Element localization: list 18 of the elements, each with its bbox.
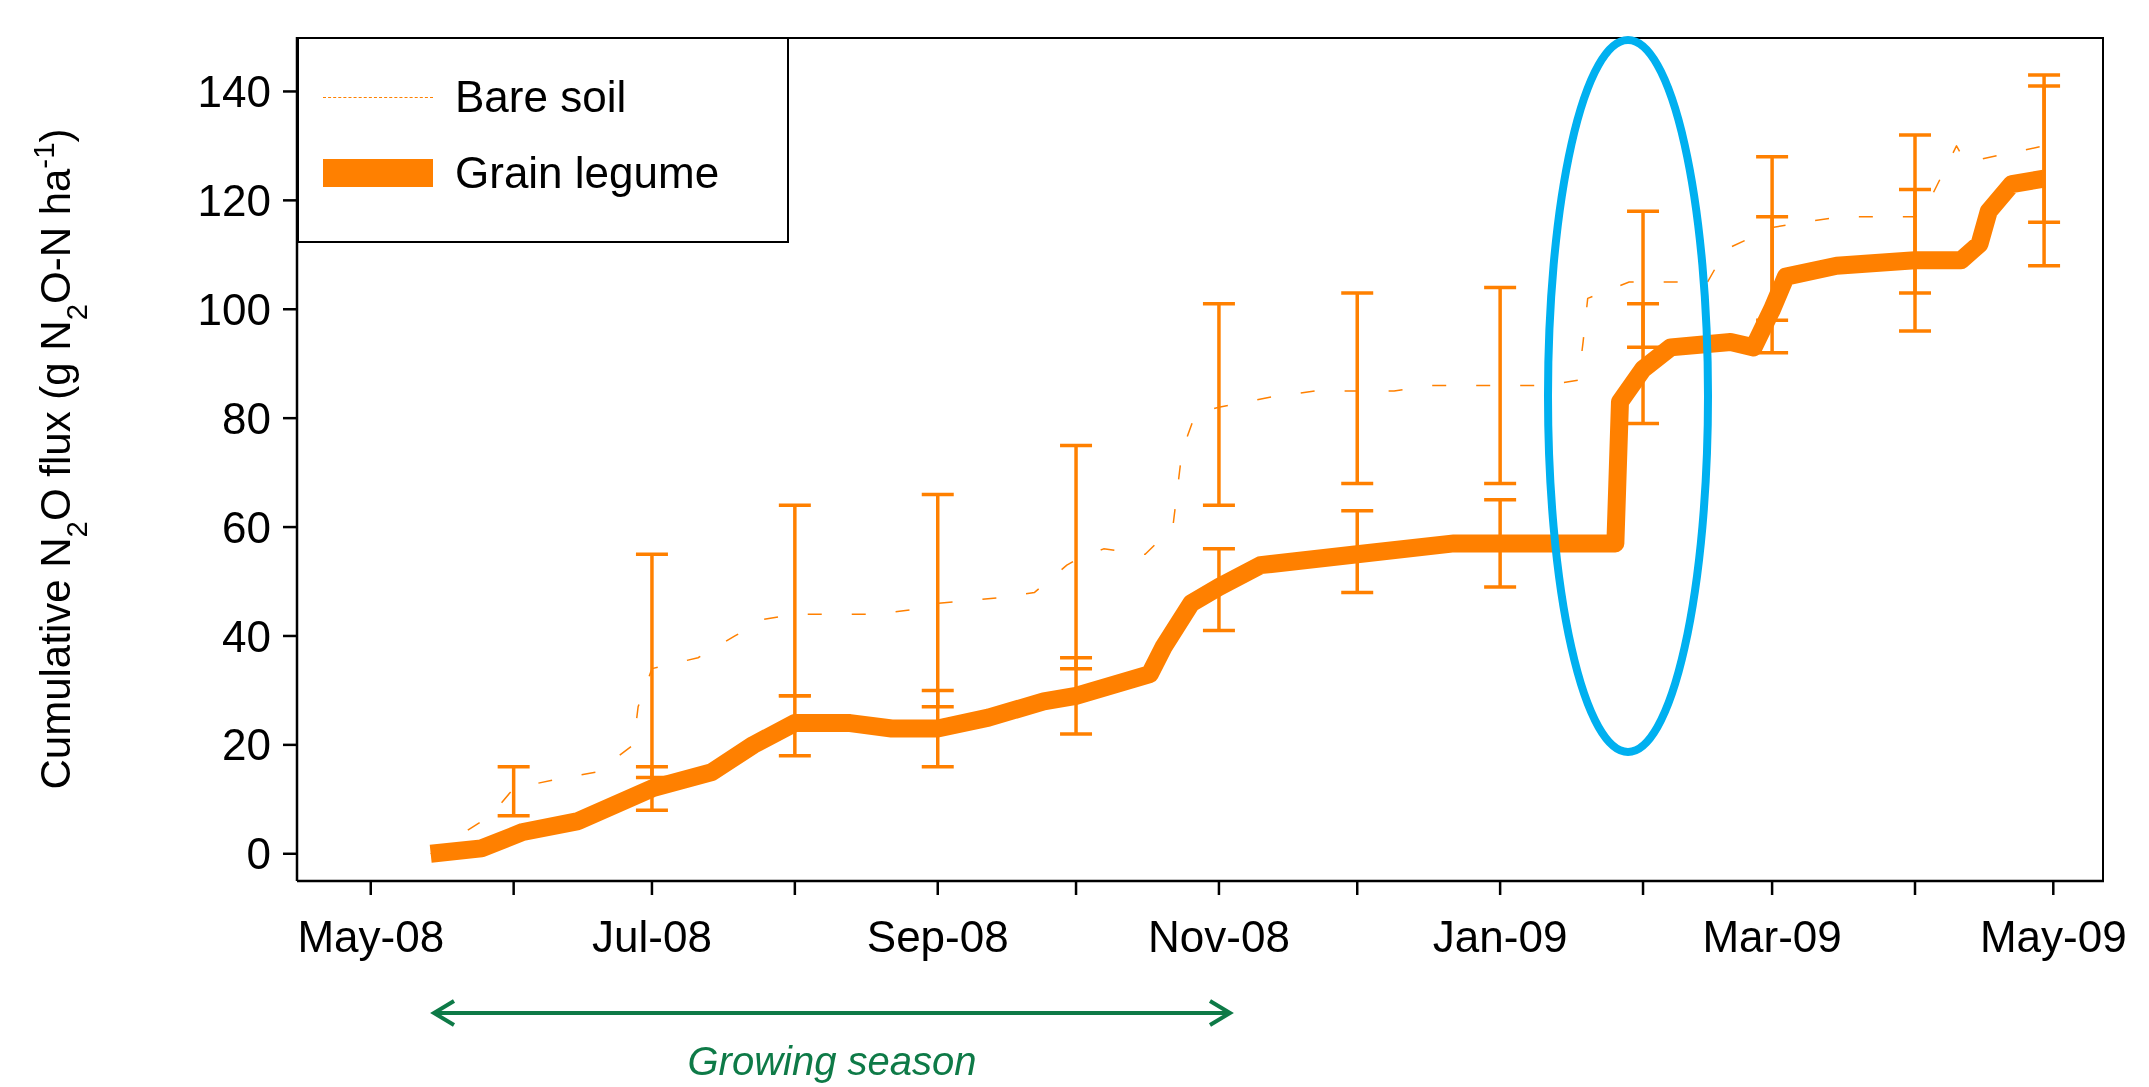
y-tick-label: 40 bbox=[222, 611, 271, 661]
y-tick-label: 60 bbox=[222, 502, 271, 552]
x-tick-label: Sep-08 bbox=[866, 912, 1009, 962]
text: Growing season bbox=[686, 1038, 978, 1084]
x-tick-label: Nov-08 bbox=[1148, 912, 1290, 962]
y-tick-label: 100 bbox=[197, 284, 271, 334]
y-tick-label: 80 bbox=[222, 393, 271, 443]
y-tick-label: 20 bbox=[222, 720, 271, 770]
legend-label: Grain legume bbox=[455, 148, 720, 198]
x-tick-label: Mar-09 bbox=[1702, 912, 1842, 962]
y-tick-label: 0 bbox=[246, 829, 271, 879]
legend-label: Bare soil bbox=[455, 72, 627, 122]
y-tick-label: 120 bbox=[197, 175, 271, 225]
x-tick-label: Jul-08 bbox=[592, 912, 712, 962]
x-tick-label: Jan-09 bbox=[1432, 912, 1568, 962]
x-tick-label: May-08 bbox=[297, 912, 445, 962]
y-tick-label: 140 bbox=[197, 67, 271, 117]
x-tick-label: May-09 bbox=[1979, 912, 2127, 962]
